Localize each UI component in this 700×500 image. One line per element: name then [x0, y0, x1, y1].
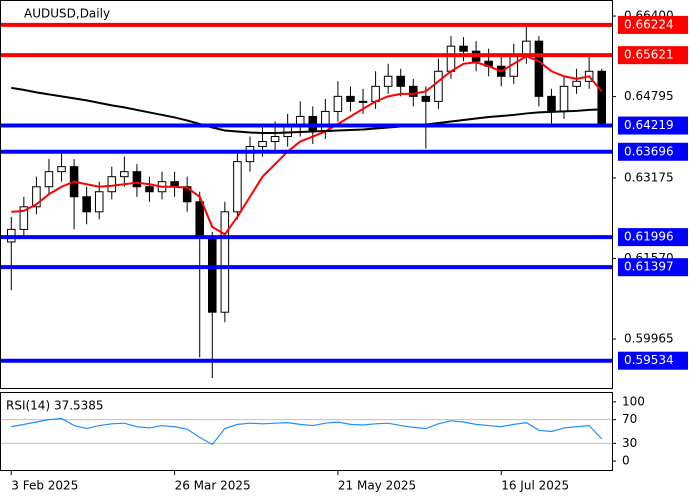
level-label: 0.64219	[624, 118, 674, 132]
candle-body	[396, 75, 405, 87]
candle-body	[145, 186, 154, 193]
candle-body	[421, 95, 431, 102]
candle-body	[107, 176, 117, 193]
candle-body	[195, 201, 204, 238]
candle-body	[57, 166, 66, 173]
candle-body	[572, 80, 581, 87]
candle-body	[547, 95, 556, 112]
candle-body	[132, 171, 142, 188]
candle-body	[321, 110, 330, 133]
candle-body	[258, 141, 267, 148]
level-tag	[618, 142, 688, 161]
chart-title: AUDUSD,Daily	[24, 7, 110, 21]
candle-body	[208, 236, 217, 313]
rsi-tick-label: 100	[622, 394, 645, 408]
x-tick-label: 26 Mar 2025	[175, 479, 251, 493]
rsi-tick-label: 30	[622, 436, 637, 450]
candle-body	[446, 45, 456, 72]
candle-body	[434, 70, 443, 102]
candle-body	[383, 75, 393, 87]
candle-body	[346, 95, 355, 102]
rsi-tick-label: 0	[622, 454, 630, 468]
level-label: 0.61996	[624, 230, 674, 244]
y-tick-label: 0.63175	[624, 170, 674, 184]
x-tick-label: 3 Feb 2025	[11, 479, 78, 493]
candle-body	[597, 70, 606, 127]
level-tag	[618, 228, 688, 247]
candle-body	[358, 100, 368, 103]
level-tag	[618, 46, 688, 65]
candle-body	[534, 40, 544, 97]
x-tick-label: 21 May 2025	[338, 479, 416, 493]
candle-body	[333, 95, 343, 112]
candle-body	[19, 206, 29, 230]
level-tag	[618, 351, 688, 370]
candle-body	[120, 171, 129, 178]
candle-body	[371, 85, 380, 102]
candle-body	[459, 45, 468, 52]
level-label: 0.65621	[624, 48, 674, 62]
rsi-panel	[0, 392, 613, 471]
candle-body	[270, 136, 280, 143]
level-tag	[618, 258, 688, 277]
level-label: 0.59534	[624, 353, 674, 367]
level-tag	[618, 15, 688, 34]
rsi-line	[11, 417, 603, 446]
candle-body	[559, 85, 569, 112]
y-tick-label: 0.64795	[624, 89, 674, 103]
level-label: 0.61397	[624, 260, 674, 274]
candle-body	[245, 146, 255, 163]
moving-average	[11, 86, 602, 135]
candle-body	[182, 186, 192, 203]
candle-body	[44, 171, 54, 188]
y-tick-label: 0.59965	[624, 332, 674, 346]
candle-body	[94, 191, 104, 213]
x-tick-label: 16 Jul 2025	[501, 479, 569, 493]
candle-body	[32, 186, 41, 208]
moving-average	[11, 55, 603, 236]
rsi-label: RSI(14) 37.5385	[6, 399, 104, 413]
candle-body	[220, 211, 230, 313]
level-tag	[618, 116, 688, 135]
level-label: 0.63696	[624, 144, 674, 158]
candle-body	[409, 85, 418, 97]
candle-body	[82, 196, 91, 213]
candle-body	[233, 161, 242, 213]
rsi-tick-label: 70	[622, 412, 637, 426]
level-label: 0.66224	[624, 17, 674, 31]
